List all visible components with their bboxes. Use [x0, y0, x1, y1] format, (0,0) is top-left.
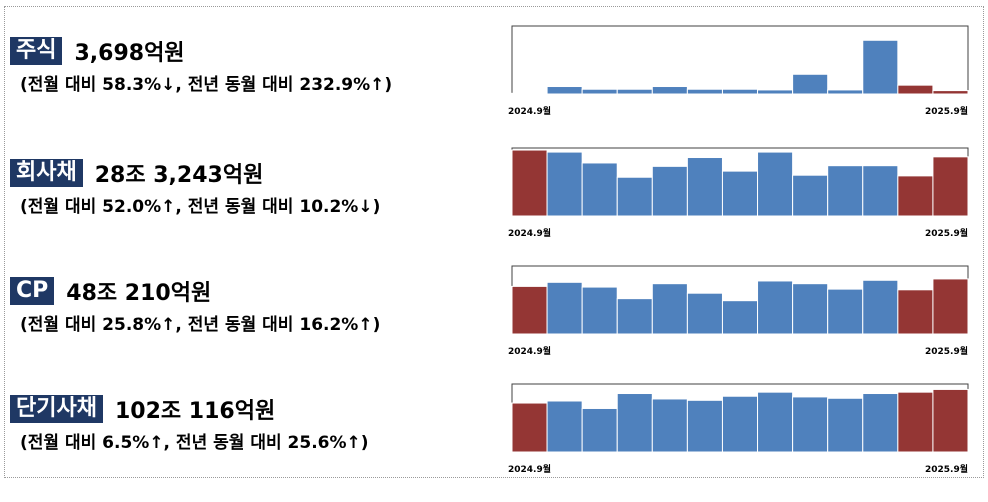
bar [897, 289, 934, 335]
bar [792, 396, 829, 453]
x-start-label: 2024.9월 [508, 463, 551, 475]
x-end-label: 2025.9월 [925, 227, 968, 239]
bar [721, 88, 759, 95]
bar [511, 285, 548, 335]
bar [511, 92, 548, 95]
amount-value: 3,698억원 [74, 41, 185, 66]
bar [721, 170, 759, 217]
bar [932, 156, 969, 217]
bar [862, 165, 899, 217]
bar [827, 165, 864, 217]
bar-group [511, 149, 969, 217]
x-end-label: 2025.9월 [925, 345, 968, 357]
bar [651, 283, 688, 335]
bar [616, 393, 653, 453]
change-summary: (전월 대비 25.8%↑, 전년 동월 대비 16.2%↑) [20, 315, 381, 335]
bar-group [511, 278, 969, 335]
bar [757, 391, 794, 453]
amount-value: 48조 210억원 [66, 281, 212, 306]
change-summary: (전월 대비 52.0%↑, 전년 동월 대비 10.2%↓) [20, 197, 381, 217]
bar [862, 393, 899, 453]
bar [932, 90, 969, 95]
bar-group [511, 388, 969, 453]
bar [827, 288, 864, 335]
bar [932, 388, 969, 453]
panel-cp: CP 48조 210억원 (전월 대비 25.8%↑, 전년 동월 대비 16.… [0, 264, 988, 384]
change-summary: (전월 대비 58.3%↓, 전년 동월 대비 232.9%↑) [20, 75, 393, 95]
bar [651, 165, 688, 217]
change-summary: (전월 대비 6.5%↑, 전년 동월 대비 25.6%↑) [20, 433, 369, 453]
panel-title: 주식 3,698억원 [10, 36, 185, 66]
bar [862, 39, 899, 95]
panel-title: 단기사채 102조 116억원 [10, 394, 275, 424]
bar [897, 84, 934, 95]
bar [651, 398, 688, 453]
bar [686, 88, 723, 95]
x-start-label: 2024.9월 [508, 345, 551, 357]
bar [546, 281, 583, 335]
chart-frame [511, 25, 969, 95]
bar [757, 89, 794, 95]
bar [757, 151, 794, 217]
bar-chart: 2024.9월 2025.9월 [508, 25, 969, 117]
category-label: 단기사채 [10, 395, 103, 423]
bar [616, 88, 653, 95]
panel-title: 회사채 28조 3,243억원 [10, 158, 263, 188]
bar [792, 174, 829, 217]
amount-value: 102조 116억원 [114, 399, 276, 424]
bar [581, 286, 618, 335]
bar [721, 395, 759, 453]
bar [721, 300, 759, 335]
bar [897, 391, 934, 453]
bar [581, 407, 618, 453]
bar [827, 397, 864, 453]
panel-stocks: 주식 3,698억원 (전월 대비 58.3%↓, 전년 동월 대비 232.9… [0, 24, 988, 144]
bar [546, 151, 583, 217]
bar [862, 279, 899, 335]
bar [581, 162, 618, 217]
bar-chart: 2024.9월 2025.9월 [508, 265, 969, 357]
panel-short-term-bonds: 단기사채 102조 116억원 (전월 대비 6.5%↑, 전년 동월 대비 2… [0, 382, 988, 502]
report-frame [4, 6, 984, 478]
bar [686, 157, 723, 217]
bar [827, 89, 864, 95]
bar [616, 176, 653, 217]
bar-chart: 2024.9월 2025.9월 [508, 147, 969, 239]
bar [546, 86, 583, 95]
bar [616, 298, 653, 335]
panel-title: CP 48조 210억원 [10, 276, 211, 306]
bar [546, 400, 583, 453]
panel-corporate-bonds: 회사채 28조 3,243억원 (전월 대비 52.0%↑, 전년 동월 대비 … [0, 146, 988, 266]
bar [686, 292, 723, 335]
x-start-label: 2024.9월 [508, 227, 551, 239]
category-label: 주식 [10, 37, 63, 65]
category-label: CP [10, 277, 55, 305]
bar-chart: 2024.9월 2025.9월 [508, 383, 969, 475]
x-end-label: 2025.9월 [925, 463, 968, 475]
category-label: 회사채 [10, 159, 83, 187]
bar [651, 86, 688, 95]
bar [897, 175, 934, 217]
bar [792, 283, 829, 335]
x-start-label: 2024.9월 [508, 105, 551, 117]
x-end-label: 2025.9월 [925, 105, 968, 117]
amount-value: 28조 3,243억원 [94, 163, 264, 188]
bar [757, 280, 794, 335]
bar-group [511, 39, 969, 95]
bar [932, 278, 969, 335]
bar [792, 73, 829, 95]
bar [511, 149, 548, 217]
bar [511, 402, 548, 453]
bar [686, 399, 723, 453]
bar [581, 88, 618, 95]
